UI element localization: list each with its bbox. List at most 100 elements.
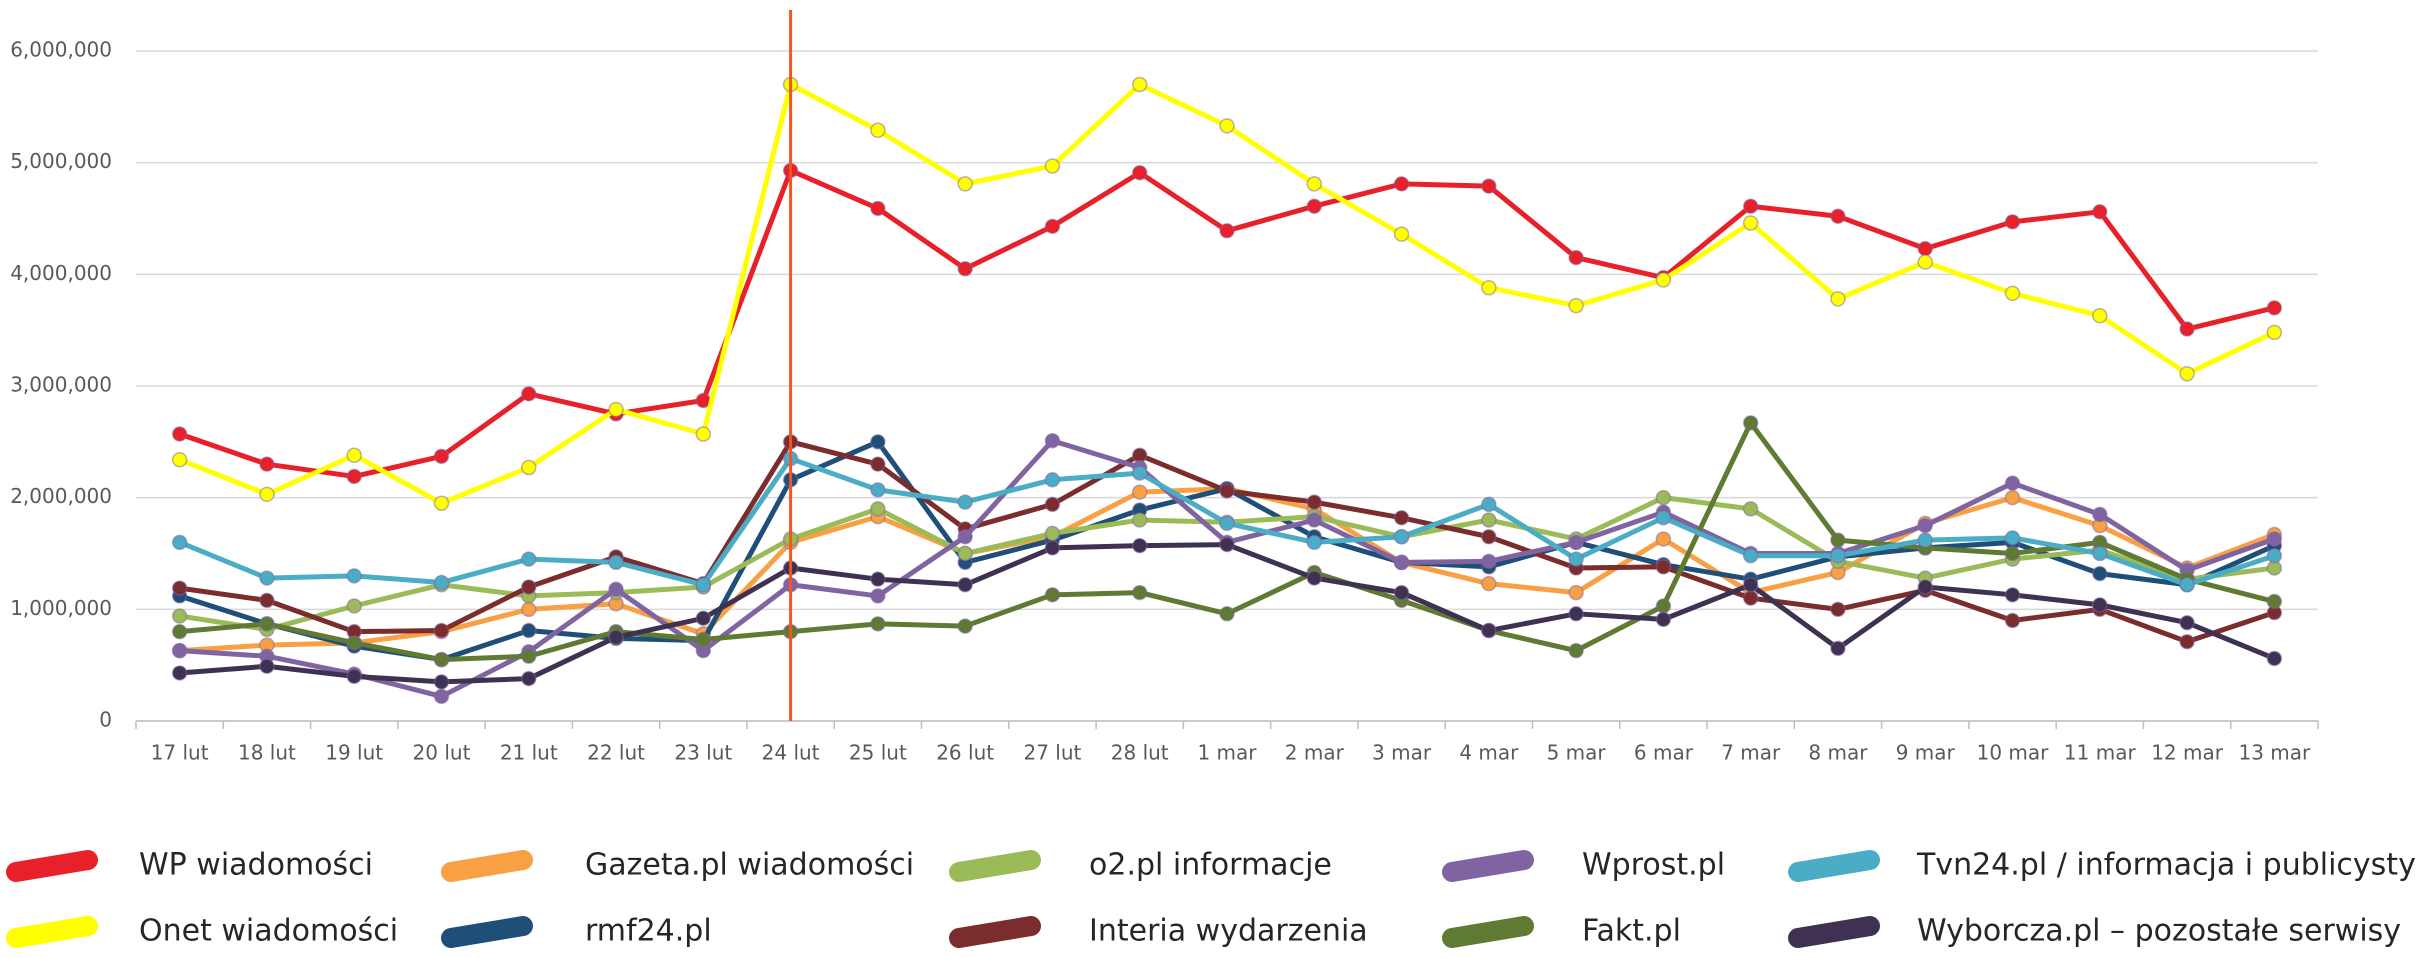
data-point — [608, 401, 624, 418]
data-point — [1481, 553, 1497, 570]
data-point — [1568, 606, 1584, 622]
data-point — [1742, 215, 1759, 231]
data-point — [1830, 547, 1846, 564]
x-tick-label: 17 lut — [151, 741, 209, 765]
x-tick-label: 13 mar — [2238, 741, 2311, 765]
data-point — [259, 486, 275, 503]
data-point — [1393, 584, 1410, 601]
data-point — [1481, 529, 1497, 545]
data-point — [1306, 198, 1323, 214]
x-tick-label: 20 lut — [413, 741, 471, 765]
x-tick-label: 24 lut — [762, 741, 820, 765]
data-point — [2266, 650, 2283, 667]
series — [171, 76, 2283, 511]
data-point — [171, 426, 188, 442]
data-point — [521, 622, 537, 639]
data-point — [2179, 321, 2195, 337]
data-point — [957, 577, 973, 593]
legend-label: Gazeta.pl wiadomości — [585, 848, 914, 883]
legend-swatch — [1788, 916, 1880, 948]
x-tick-label: 8 mar — [1808, 741, 1868, 765]
data-point — [2266, 300, 2283, 316]
data-point — [1742, 547, 1759, 564]
data-point — [1044, 472, 1061, 488]
y-tick-label: 6,000,000 — [10, 38, 112, 62]
y-tick-label: 0 — [99, 708, 112, 732]
data-point — [1306, 512, 1323, 528]
data-point — [2004, 545, 2021, 562]
data-point — [1131, 512, 1148, 528]
data-point — [433, 448, 450, 465]
data-point — [2179, 365, 2195, 382]
data-point — [1655, 611, 1672, 628]
data-point — [346, 468, 362, 485]
data-point — [259, 658, 275, 675]
legend-label: Wyborcza.pl – pozostałe serwisy — [1917, 914, 2401, 949]
data-point — [2004, 214, 2021, 230]
data-point — [870, 616, 886, 632]
data-point — [870, 501, 886, 517]
data-point — [259, 592, 275, 609]
data-point — [1219, 536, 1235, 553]
data-point — [1044, 158, 1061, 174]
data-point — [1044, 540, 1061, 556]
data-point — [1830, 532, 1846, 548]
data-point — [1219, 606, 1235, 622]
data-point — [870, 482, 886, 498]
x-tick-label: 12 mar — [2151, 741, 2224, 765]
data-point — [957, 545, 973, 562]
series — [171, 415, 2283, 668]
legend-swatch — [949, 916, 1041, 948]
data-point — [1306, 534, 1323, 551]
legend-label: o2.pl informacje — [1089, 848, 1332, 883]
data-point — [1655, 272, 1672, 288]
data-point — [1655, 489, 1672, 506]
data-point — [1131, 164, 1148, 181]
data-point — [1917, 240, 1933, 257]
y-tick-label: 1,000,000 — [10, 596, 112, 620]
series — [171, 450, 2283, 593]
data-point — [1655, 598, 1672, 614]
x-tick-label: 21 lut — [500, 741, 558, 765]
data-point — [1655, 559, 1672, 575]
data-point — [171, 623, 188, 640]
legend-swatch — [6, 916, 98, 948]
data-point — [171, 580, 188, 596]
x-tick-label: 5 mar — [1547, 741, 1607, 765]
data-point — [433, 574, 450, 591]
series-line — [178, 167, 2275, 479]
data-point — [2092, 506, 2108, 523]
data-point — [2004, 530, 2021, 546]
data-point — [1568, 534, 1584, 551]
data-point — [870, 456, 886, 472]
data-point — [521, 459, 537, 476]
x-tick-label: 28 lut — [1111, 741, 1169, 765]
data-point — [1568, 297, 1584, 314]
data-point — [433, 495, 450, 511]
data-point — [1393, 176, 1410, 192]
data-point — [259, 570, 275, 586]
data-point — [1742, 590, 1759, 606]
data-point — [1742, 501, 1759, 517]
data-point — [1393, 226, 1410, 242]
data-point — [1306, 176, 1323, 192]
legend-swatch — [1442, 916, 1534, 948]
data-point — [1481, 178, 1497, 194]
data-point — [957, 261, 973, 277]
data-point — [2004, 475, 2021, 491]
data-point — [2092, 307, 2108, 324]
data-point — [1742, 415, 1759, 431]
x-tick-label: 10 mar — [1977, 741, 2050, 765]
data-point — [2092, 597, 2108, 613]
data-point — [695, 631, 712, 648]
data-point — [521, 648, 537, 664]
series-line — [178, 82, 2276, 506]
data-point — [1655, 510, 1672, 526]
data-point — [521, 386, 537, 402]
legend-label: rmf24.pl — [585, 914, 712, 949]
legend-swatch — [1442, 850, 1534, 882]
data-point — [1044, 218, 1061, 235]
data-point — [1742, 577, 1759, 593]
legend-label: Onet wiadomości — [139, 914, 398, 949]
y-tick-label: 5,000,000 — [10, 149, 112, 173]
